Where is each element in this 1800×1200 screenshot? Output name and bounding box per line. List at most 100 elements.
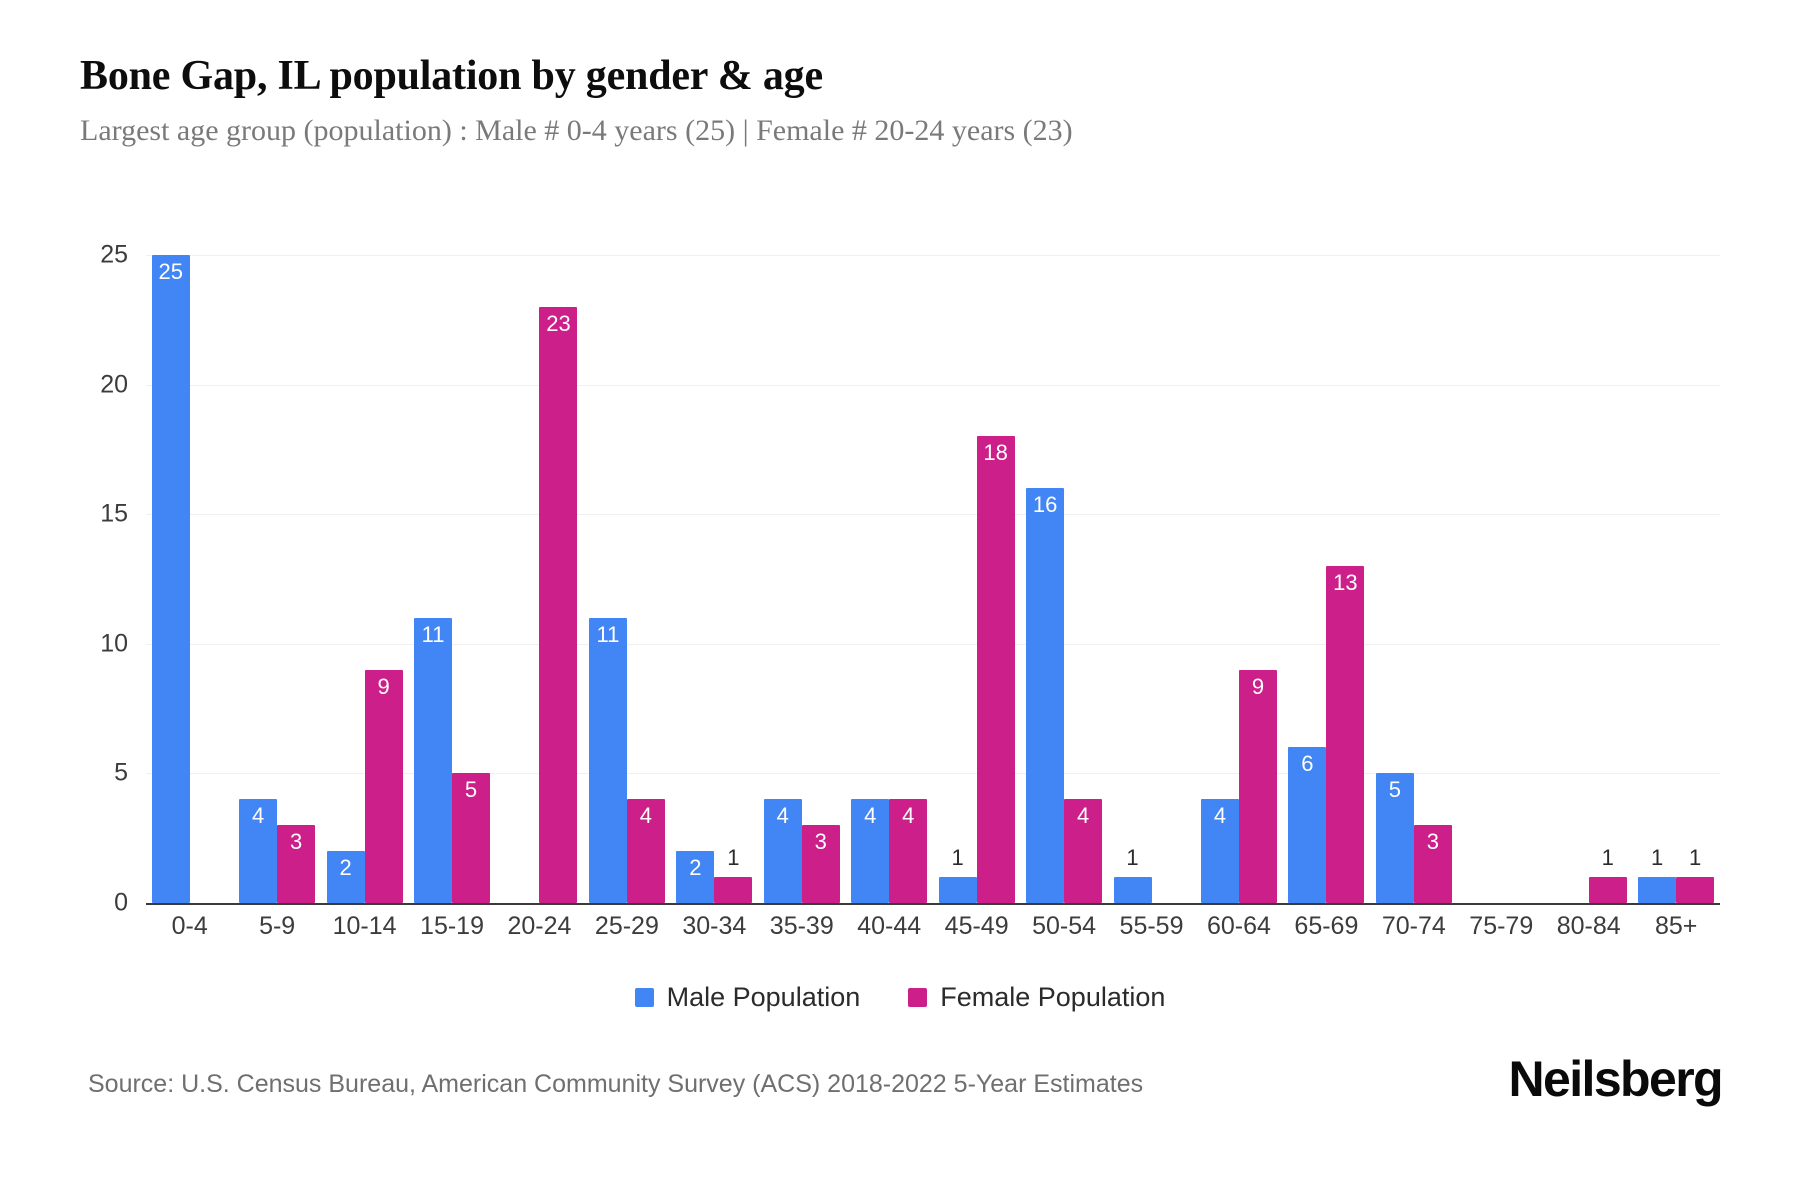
female-bar[interactable]: 18	[976, 436, 1015, 903]
bar-value-label: 18	[983, 440, 1008, 466]
x-tick-label: 60-64	[1206, 912, 1271, 940]
male-bar[interactable]: 4	[763, 799, 802, 903]
page-title: Bone Gap, IL population by gender & age	[80, 53, 823, 99]
bar-group: 11 5	[408, 255, 495, 903]
female-bar[interactable]: 9	[364, 669, 403, 903]
x-tick-label: 85+	[1654, 912, 1698, 940]
legend-label: Female Population	[940, 982, 1166, 1012]
female-bar[interactable]: 4	[626, 799, 665, 903]
gridline	[146, 514, 1720, 516]
bar-group: 1 18	[933, 255, 1020, 903]
x-tick-label: 75-79	[1469, 912, 1534, 940]
x-tick-label: 70-74	[1381, 912, 1446, 940]
bar-value-label: 2	[339, 855, 352, 881]
bar-value-label: 3	[290, 829, 303, 855]
legend-label: Male Population	[666, 982, 861, 1012]
source-note: Source: U.S. Census Bureau, American Com…	[88, 1070, 1144, 1098]
female-bar[interactable]: 3	[801, 825, 840, 903]
male-bar[interactable]: 4	[1200, 799, 1239, 903]
x-tick-label: 35-39	[769, 912, 834, 940]
y-tick-label: 5	[114, 758, 128, 787]
male-bar[interactable]: 6	[1288, 747, 1327, 903]
x-axis: 0-4 5-9 10-14 15-19 20-24 25-29 30-34 35-39 40-4…	[146, 912, 1720, 941]
female-bar[interactable]: 5	[452, 773, 491, 903]
bar-value-label: 4	[252, 803, 265, 829]
x-tick-label: 0-4	[171, 912, 208, 940]
male-bar[interactable]: 1	[1638, 847, 1677, 903]
bar-value-label: 6	[1301, 751, 1314, 777]
female-bar[interactable]: 4	[889, 799, 928, 903]
bar-group: 16 4	[1020, 255, 1107, 903]
bar-group: 11 4	[583, 255, 670, 903]
female-bar[interactable]: 9	[1238, 669, 1277, 903]
bar-value-label: 9	[1251, 673, 1265, 699]
female-bar[interactable]: 13	[1326, 566, 1365, 903]
legend-item[interactable]: Female Population	[908, 982, 1165, 1013]
bar-value-label: 11	[596, 621, 620, 647]
bar-value-label: 4	[1213, 803, 1227, 829]
bar-value-label: 11	[421, 621, 445, 647]
bar-group: 1	[1108, 255, 1195, 903]
bar-value-label: 1	[1601, 845, 1614, 871]
bar-value-label: 9	[377, 673, 390, 699]
bar-groups: 25 4 3 2 9 11 5 23 11 4 2 1 4 3 4 4 1 18 16 4 1 4 9 6 13 5 3 1 1 1	[146, 255, 1720, 903]
gridline	[146, 255, 1720, 256]
y-tick-label: 0	[114, 888, 128, 917]
legend-item[interactable]: Male Population	[634, 982, 861, 1013]
female-bar[interactable]: 1	[1676, 847, 1715, 903]
bar-value-label: 13	[1333, 570, 1358, 596]
bar-value-label: 5	[464, 777, 478, 803]
axis-line-zero	[146, 903, 1720, 905]
bar-group: 1	[1545, 255, 1632, 903]
male-bar[interactable]: 1	[938, 847, 977, 903]
y-axis: 0 5 10 15 20 25	[80, 241, 140, 917]
male-bar[interactable]: 1	[1113, 847, 1152, 903]
female-bar[interactable]: 1	[1588, 847, 1627, 903]
bar-value-label: 5	[1388, 777, 1401, 803]
male-bar[interactable]: 11	[588, 617, 627, 903]
bar-value-label: 4	[902, 803, 915, 829]
male-bar[interactable]: 4	[851, 799, 890, 903]
female-bar[interactable]: 23	[539, 306, 578, 903]
x-tick-label: 5-9	[259, 912, 296, 940]
chart-header: Bone Gap, IL population by gender & age …	[80, 52, 1720, 148]
gridlines	[146, 255, 1720, 905]
bar-value-label: 16	[1032, 492, 1058, 518]
male-bar[interactable]: 11	[414, 617, 453, 903]
female-bar[interactable]: 4	[1064, 799, 1103, 903]
male-bar[interactable]: 5	[1375, 773, 1414, 903]
chart-legend: Male Population Female Population	[0, 982, 1800, 1013]
bar-value-label: 4	[864, 803, 877, 829]
male-bar[interactable]: 2	[676, 851, 715, 903]
x-tick-label: 80-84	[1556, 912, 1621, 940]
male-bar[interactable]: 25	[151, 255, 190, 903]
y-tick-label: 15	[100, 499, 128, 528]
bar-value-label: 4	[639, 803, 653, 829]
male-bar[interactable]: 2	[326, 851, 365, 903]
female-bar[interactable]: 3	[1413, 825, 1452, 903]
bar-value-label: 4	[776, 803, 789, 829]
female-bar[interactable]: 1	[714, 847, 753, 903]
male-bar[interactable]: 4	[239, 799, 278, 903]
gridline	[146, 384, 1720, 386]
bar-group: 23	[496, 255, 583, 903]
x-tick-label: 65-69	[1294, 912, 1359, 940]
y-tick-label: 20	[100, 370, 128, 399]
x-tick-label: 10-14	[332, 912, 397, 940]
brand-logo: Neilsberg	[1508, 1051, 1724, 1107]
male-bar[interactable]: 16	[1026, 488, 1065, 903]
bar-group: 6 13	[1283, 255, 1370, 903]
bar-group	[1458, 255, 1545, 903]
bar-value-label: 1	[1126, 845, 1139, 871]
female-bar[interactable]: 3	[277, 825, 316, 903]
x-tick-label: 15-19	[420, 912, 484, 940]
bar-value-label: 1	[727, 845, 740, 871]
